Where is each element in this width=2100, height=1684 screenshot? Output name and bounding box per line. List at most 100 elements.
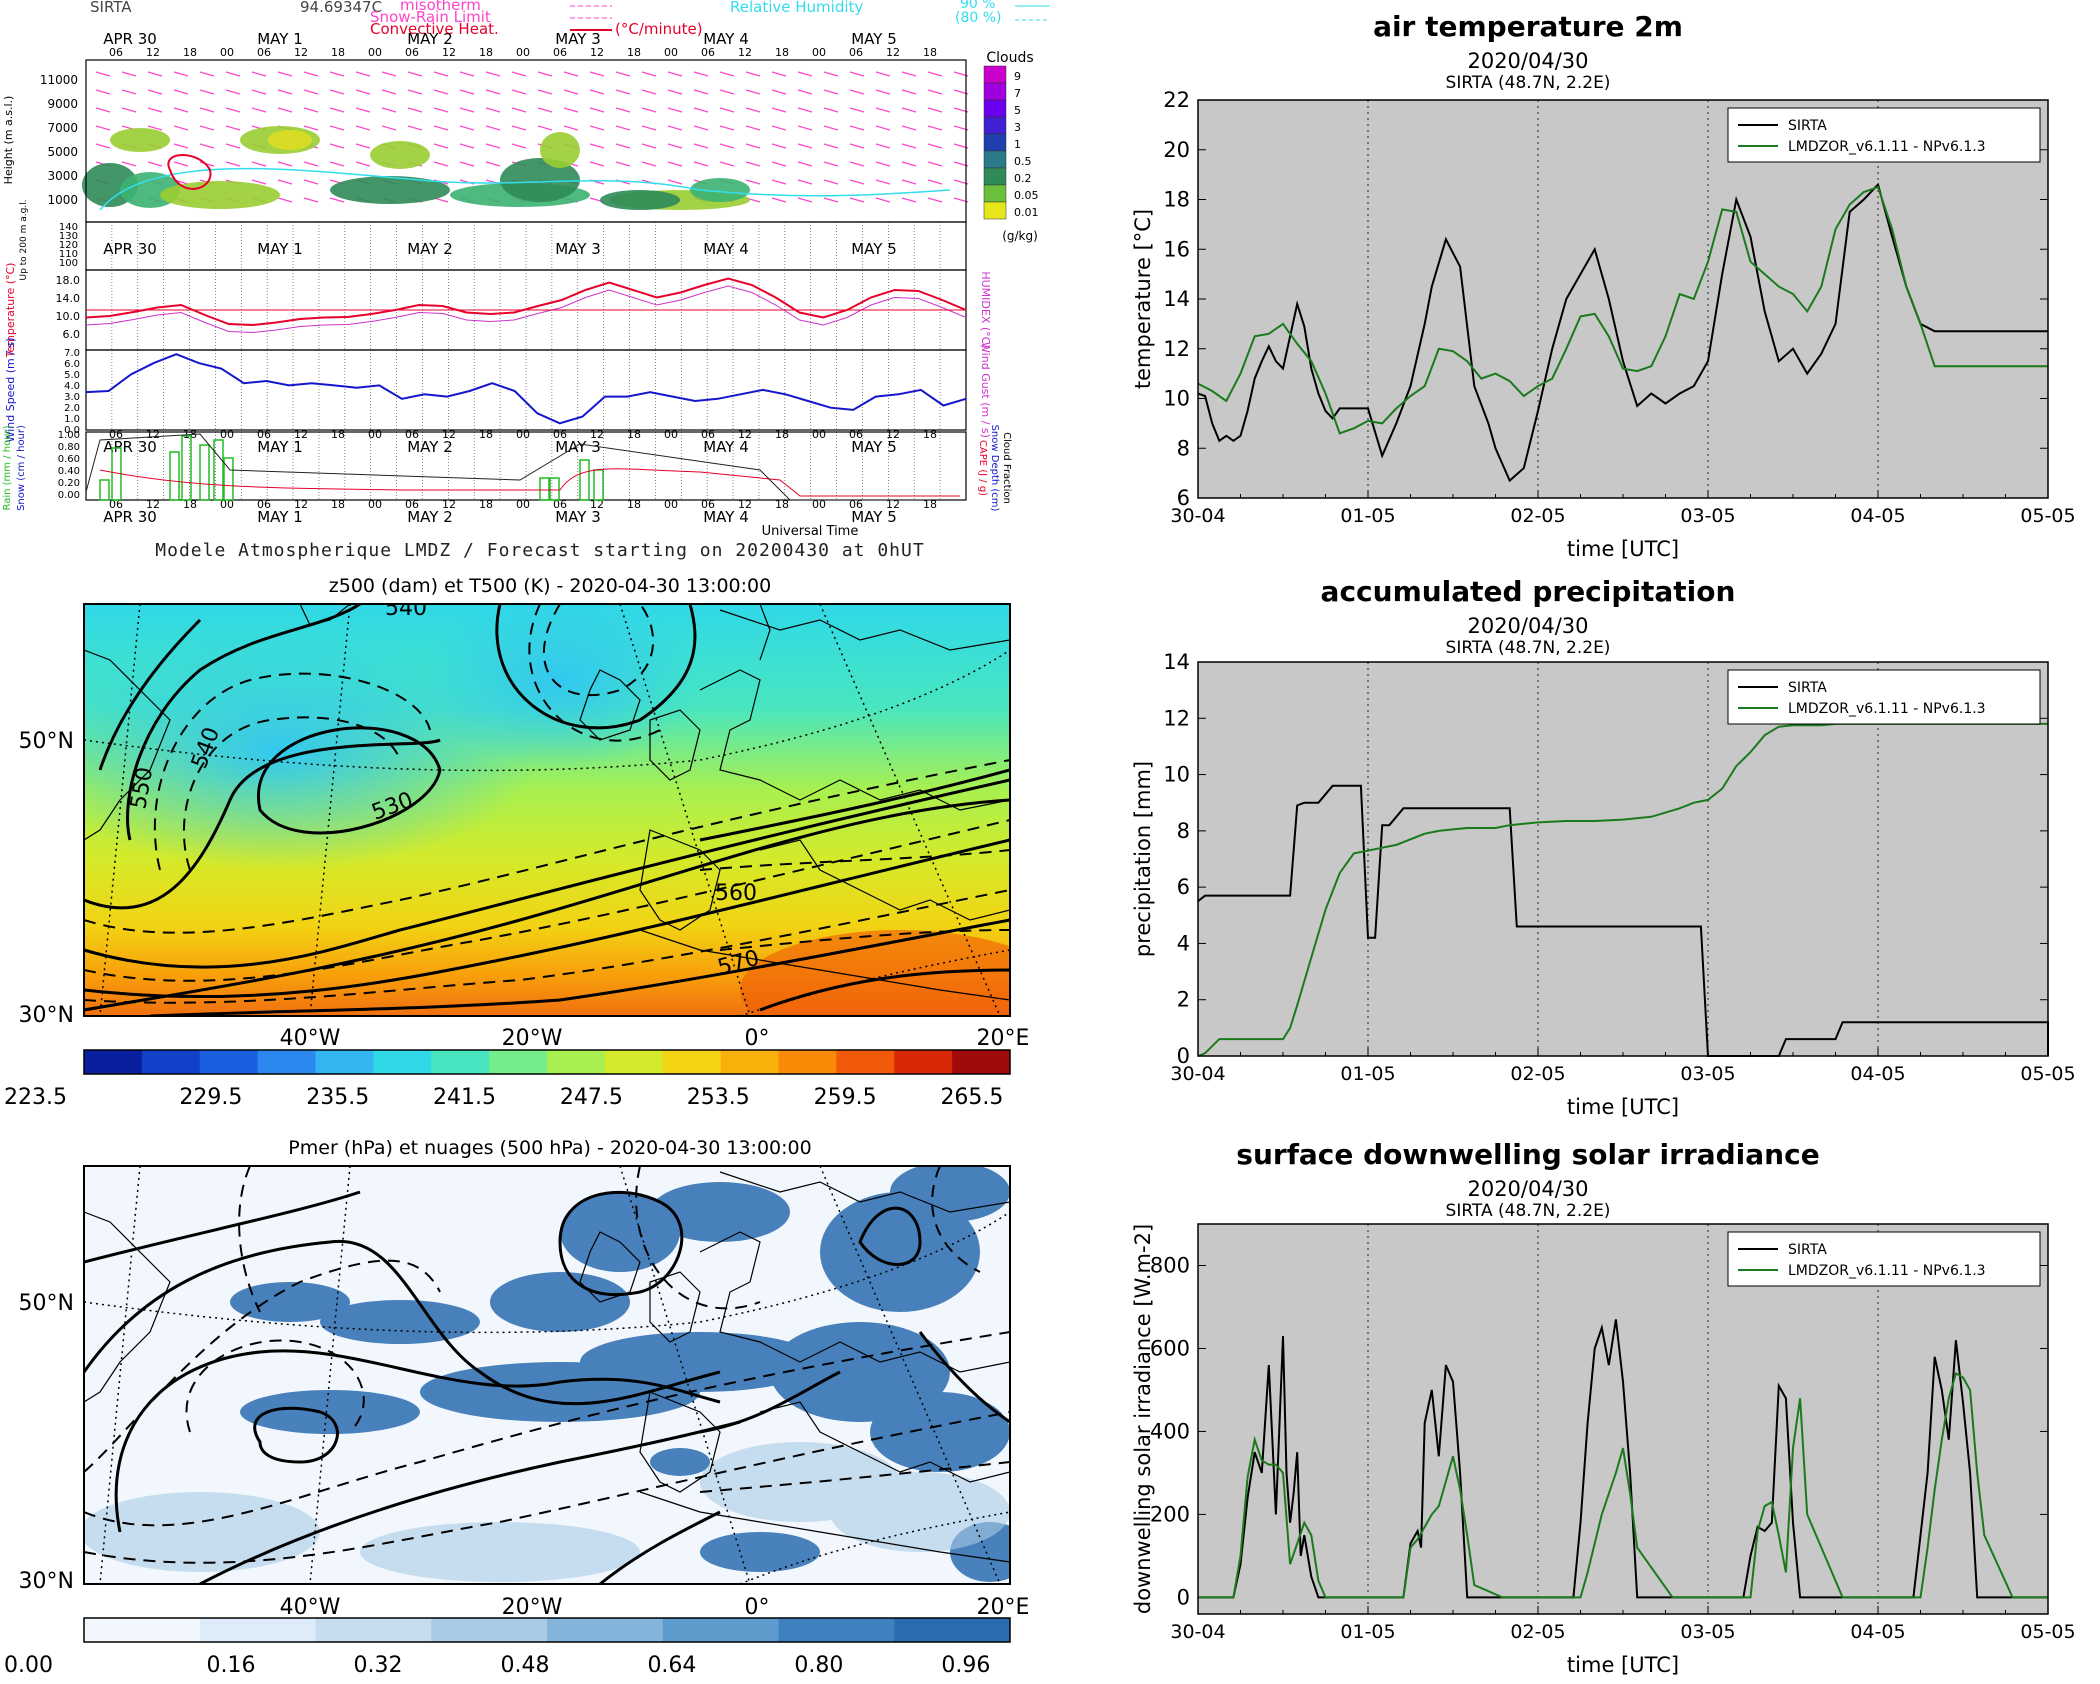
- meteogram-hour-label: 06: [257, 428, 271, 441]
- clouds-scale-swatch: [983, 201, 1007, 220]
- meteogram-hour-label: 12: [738, 428, 752, 441]
- clouds-scale-label: 0.01: [1014, 206, 1039, 219]
- x-tick-label: 03-05: [1680, 1063, 1735, 1085]
- clouds-scale-label: 9: [1014, 70, 1021, 83]
- chart-subtitle: 2020/04/30: [1467, 49, 1588, 73]
- legend-box: [1727, 1231, 2041, 1287]
- meteogram-body: APR 30 APR 30 APR 30 APR 30 MAY 1 MAY 1 MAY 1 M…: [2, 30, 1039, 539]
- map-z500-panel: z500 (dam) et T500 (K) - 2020-04-30 13:0…: [0, 570, 1070, 1110]
- plot-area: [1198, 1224, 2048, 1614]
- chart-title: surface downwelling solar irradiance: [1236, 1138, 1819, 1171]
- wind-arrow: [901, 125, 917, 131]
- colorbar-segment: [489, 1050, 548, 1074]
- wind-arrow: [667, 71, 683, 77]
- wind-arrow: [381, 71, 397, 77]
- wind-arrow: [355, 107, 371, 113]
- colorbar-segment: [778, 1050, 837, 1074]
- wind-arrow: [329, 125, 345, 131]
- clouds-scale-swatch: [983, 167, 1007, 186]
- meteogram-hour-label: 00: [368, 498, 382, 511]
- meteogram-hour-label: 18: [775, 498, 789, 511]
- map-pmer-lat-30: 30°N: [19, 1569, 74, 1594]
- precip-tick-label: 0.00: [58, 490, 80, 501]
- meteogram-day-label: MAY 4: [703, 240, 749, 258]
- wind-arrow: [615, 89, 631, 95]
- colorbar-segment: [84, 1050, 143, 1074]
- wind-arrow: [303, 107, 319, 113]
- x-tick-label: 01-05: [1340, 1063, 1395, 1085]
- wind-arrow: [719, 125, 735, 131]
- wind-arrow: [927, 197, 943, 203]
- wind-arrow: [355, 143, 371, 149]
- colorbar-segment: [604, 1050, 664, 1074]
- colorbar-segment: [84, 1618, 201, 1642]
- cape-curve: [99, 468, 960, 497]
- colorbar-segment: [547, 1618, 664, 1642]
- meteogram-hour-label: 12: [590, 46, 604, 59]
- height-tick-label: 11000: [40, 73, 78, 87]
- meteogram-hour-label: 18: [479, 428, 493, 441]
- chart-precipitation: accumulated precipitation2020/04/30SIRTA…: [1131, 575, 2076, 1119]
- precip-panel-frame: [85, 431, 967, 501]
- wind-arrow: [303, 161, 319, 167]
- wind-arrow: [251, 161, 267, 167]
- y-axis-label: precipitation [mm]: [1131, 761, 1155, 957]
- wind-arrow: [355, 89, 371, 95]
- wind-arrow: [537, 71, 553, 77]
- wind-arrow: [615, 71, 631, 77]
- wind-arrow: [173, 143, 189, 149]
- wind-arrow: [329, 71, 345, 77]
- wind-arrow: [459, 89, 475, 95]
- precip-tick-label: 0.20: [58, 478, 80, 489]
- wind-arrow: [771, 161, 787, 167]
- cloud-blob: [110, 128, 170, 152]
- wind-arrow: [563, 125, 579, 131]
- meteogram-hour-label: 12: [146, 428, 160, 441]
- wind-arrow: [459, 71, 475, 77]
- meteogram-hour-label: 00: [368, 46, 382, 59]
- wind-arrow: [823, 197, 839, 203]
- meteogram-hour-label: 06: [849, 46, 863, 59]
- wind-arrow: [849, 89, 865, 95]
- wind-arrow: [511, 143, 527, 149]
- rain-bar: [199, 444, 210, 501]
- wind-arrow: [771, 107, 787, 113]
- colorbar-segment: [141, 1050, 201, 1074]
- clouds-scale-swatch: [983, 184, 1007, 203]
- rain-bar: [549, 477, 560, 501]
- wind-arrow: [927, 107, 943, 113]
- y-tick-label: 12: [1163, 706, 1190, 730]
- meteogram-hour-label: 12: [886, 46, 900, 59]
- wind-arrow: [329, 107, 345, 113]
- wind-arrow: [225, 161, 241, 167]
- meteogram-hour-label: 12: [294, 498, 308, 511]
- meteogram-day-label: MAY 3: [555, 30, 601, 48]
- chart-irradiance-panel: surface downwelling solar irradiance 2020…: [1090, 1128, 2100, 1680]
- precip-tick-label: 0.80: [58, 442, 80, 453]
- wind-arrow: [901, 107, 917, 113]
- colorbar-tick-label: 229.5: [179, 1085, 242, 1105]
- y-tick-label: 400: [1150, 1419, 1190, 1443]
- colorbar-segment: [547, 1050, 606, 1074]
- meteogram-hour-label: 18: [331, 498, 345, 511]
- meteogram-hour-label: 06: [257, 46, 271, 59]
- map-pmer-clouds: [230, 1166, 1010, 1582]
- wind-arrow: [589, 107, 605, 113]
- wind-arrow: [797, 161, 813, 167]
- wind-arrow: [589, 161, 605, 167]
- wind-arrow: [771, 143, 787, 149]
- wind-arrow: [823, 161, 839, 167]
- wind-arrow: [381, 125, 397, 131]
- meteogram-hour-label: 12: [442, 428, 456, 441]
- wind-arrow: [693, 107, 709, 113]
- map-pmer-figure: Pmer (hPa) et nuages (500 hPa) - 2020-04…: [4, 1137, 1029, 1678]
- wind-arrow: [641, 71, 657, 77]
- wind-arrow: [329, 197, 345, 203]
- meteogram-day-label: MAY 3: [555, 508, 601, 526]
- wind-arrow: [901, 197, 917, 203]
- wind-arrow: [433, 125, 449, 131]
- convective-contour: [167, 154, 212, 190]
- wind-arrow: [407, 107, 423, 113]
- x-tick-label: 03-05: [1680, 505, 1735, 527]
